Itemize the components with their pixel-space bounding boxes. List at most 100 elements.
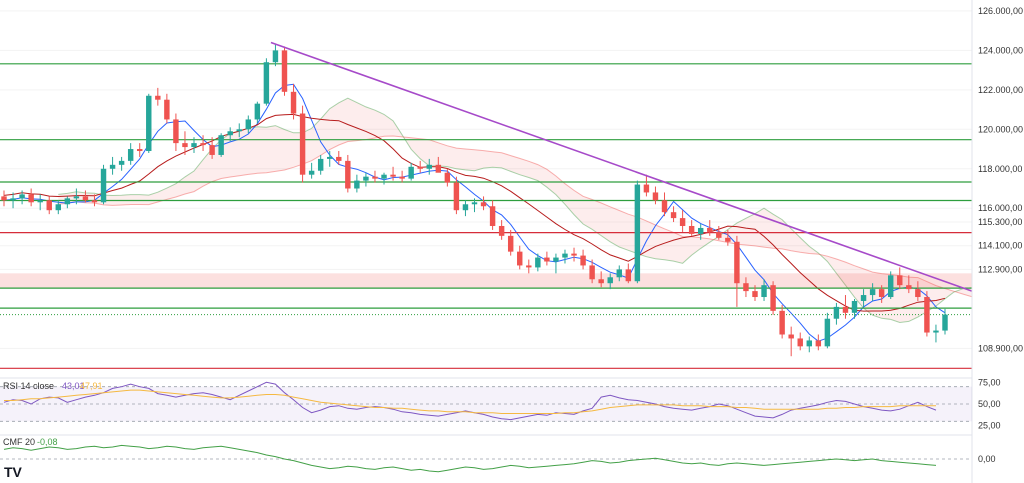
candle-body: [688, 225, 695, 234]
candle-body: [10, 198, 16, 201]
zone-rect: [0, 273, 972, 289]
price-tick-label: 120.000,00: [978, 124, 1023, 134]
candle-body: [64, 198, 71, 205]
candles: [1, 44, 948, 357]
rsi-series-ma: [4, 389, 936, 414]
trendline[interactable]: [270, 41, 973, 292]
candle-body: [281, 50, 288, 92]
rsi-value: 43,01: [62, 381, 85, 391]
candle-body: [489, 206, 496, 226]
candle-body: [607, 277, 613, 284]
rsi-tick-label: 75,00: [978, 377, 1001, 387]
candle-body: [598, 279, 604, 284]
candle-body: [399, 176, 405, 179]
candle-body: [544, 257, 550, 262]
candle-body: [182, 143, 188, 148]
candle-body: [471, 202, 478, 205]
price-tick-label: 114.100,00: [978, 241, 1022, 251]
candle-body: [906, 285, 912, 290]
candle-body: [290, 91, 297, 114]
candle-body: [236, 129, 242, 132]
price-tick-label: 126.000,00: [978, 6, 1023, 16]
rsi-tick-label: 25,00: [978, 421, 1001, 431]
candle-body: [91, 200, 98, 203]
candle-body: [824, 318, 831, 347]
candle-body: [46, 200, 52, 211]
candle-body: [752, 291, 758, 298]
candle-body: [697, 227, 704, 234]
price-tick-label: 108.900,00: [978, 343, 1023, 353]
price-tick-label: 115.300,00: [978, 217, 1022, 227]
candle-body: [643, 184, 650, 193]
candle-body: [517, 251, 523, 266]
candle-body: [616, 269, 622, 278]
tradingview-logo[interactable]: TV: [4, 464, 23, 480]
candle-body: [652, 192, 659, 201]
candle-body: [209, 145, 215, 155]
candle-body: [327, 156, 333, 159]
candle-body: [137, 149, 143, 152]
price-tick-label: 122.000,00: [978, 85, 1023, 95]
candle-body: [100, 168, 107, 203]
candle-body: [127, 149, 134, 161]
candle-body: [245, 119, 252, 130]
candle-body: [897, 275, 903, 286]
rsi-title: RSI 14 close: [3, 381, 54, 391]
candle-body: [761, 285, 767, 298]
candle-body: [426, 164, 432, 169]
candle-body: [1, 196, 7, 201]
candle-body: [661, 200, 668, 213]
candle-body: [553, 257, 559, 262]
candle-body: [743, 283, 749, 292]
candle-body: [860, 295, 867, 301]
candle-body: [254, 103, 261, 120]
cloud-span-b: [58, 135, 973, 308]
candle-body: [164, 99, 170, 120]
candle-body: [589, 265, 595, 280]
candle-body: [634, 184, 641, 282]
candle-body: [507, 235, 514, 252]
candle-body: [535, 257, 541, 268]
price-tick-label: 112.900,00: [978, 264, 1022, 274]
candle-body: [263, 62, 270, 104]
candle-body: [435, 164, 442, 173]
candle-body: [317, 158, 324, 171]
candle-body: [408, 166, 414, 179]
candle-body: [580, 255, 586, 266]
candle-body: [146, 95, 152, 152]
candle-body: [806, 340, 812, 347]
cmf-pane: 0,00: [0, 434, 996, 473]
candle-body: [924, 297, 930, 333]
cmf-legend: CMF 20 -0,08: [3, 437, 58, 447]
logo-text: TV: [4, 464, 23, 480]
candle-body: [444, 172, 451, 183]
candle-body: [82, 196, 89, 201]
candle-body: [679, 218, 686, 226]
candle-body: [37, 200, 43, 203]
grid: [0, 10, 972, 349]
candle-body: [770, 285, 776, 311]
candle-body: [417, 166, 423, 169]
candle-body: [625, 269, 632, 282]
candle-body: [118, 160, 125, 165]
candle-body: [200, 143, 206, 146]
axis-bg: [972, 0, 1024, 483]
candle-body: [55, 204, 62, 211]
conversion-line: [3, 83, 946, 342]
candle-body: [833, 306, 840, 319]
candle-body: [363, 176, 369, 181]
candle-body: [526, 265, 532, 268]
candle-body: [381, 174, 387, 179]
price-tick-label: 116.000,00: [978, 203, 1022, 213]
indicator-lines: [3, 83, 946, 342]
price-axis: 126.000,00 124.000,00 122.000,00 120.000,00…: [971, 0, 1024, 483]
candle-body: [670, 212, 677, 219]
candle-body: [498, 225, 505, 236]
candle-body: [345, 160, 351, 189]
candle-body: [462, 204, 469, 211]
candle-body: [109, 164, 116, 169]
candle-body: [28, 194, 34, 203]
candle-body: [933, 330, 939, 333]
candle-body: [915, 289, 921, 298]
